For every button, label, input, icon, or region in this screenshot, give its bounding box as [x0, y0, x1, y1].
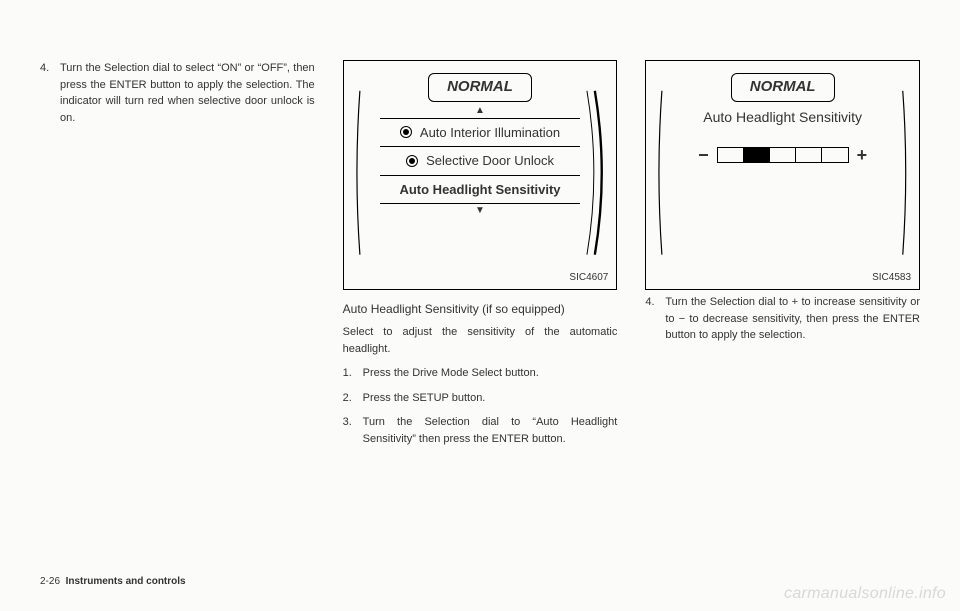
step-text: Turn the Selection dial to “Auto Headlig… — [363, 414, 618, 447]
menu-label: Auto Interior Illumination — [420, 123, 560, 143]
radio-on-icon — [406, 155, 418, 167]
watermark: carmanualsonline.info — [784, 585, 946, 603]
column-2: NORMAL ▲ Auto Interior Illumination Sele… — [343, 60, 618, 455]
sensitivity-slider — [717, 147, 849, 163]
figure-menu: NORMAL ▲ Auto Interior Illumination Sele… — [343, 60, 618, 290]
step-text: Turn the Selection dial to select “ON” o… — [60, 60, 315, 126]
step-item: 4. Turn the Selection dial to + to incre… — [645, 294, 920, 344]
menu-label: Auto Headlight Sensitivity — [399, 180, 560, 200]
normal-tab: NORMAL — [731, 73, 835, 102]
radio-on-icon — [400, 126, 412, 138]
slider-segment — [822, 148, 848, 162]
menu-row-interior: Auto Interior Illumination — [380, 119, 581, 148]
step-number: 1. — [343, 365, 363, 382]
sensitivity-title: Auto Headlight Sensitivity — [658, 108, 907, 126]
step-text: Press the Drive Mode Select button. — [363, 365, 618, 382]
arrow-up-icon: ▲ — [356, 106, 605, 116]
body-text: Select to adjust the sensitivity of the … — [343, 324, 618, 357]
slider-segment — [770, 148, 796, 162]
step-number: 4. — [40, 60, 60, 126]
step-item: 1. Press the Drive Mode Select button. — [343, 365, 618, 382]
page-columns: 4. Turn the Selection dial to select “ON… — [40, 60, 920, 455]
page-footer: 2-26 Instruments and controls — [40, 576, 186, 587]
column-1: 4. Turn the Selection dial to select “ON… — [40, 60, 315, 455]
slider-segment — [796, 148, 822, 162]
step-item: 2. Press the SETUP button. — [343, 390, 618, 407]
menu-row-selective: Selective Door Unlock — [380, 147, 581, 176]
tab-wrap: NORMAL — [356, 73, 605, 102]
step-item: 4. Turn the Selection dial to select “ON… — [40, 60, 315, 126]
figure-slider: NORMAL Auto Headlight Sensitivity − + SI… — [645, 60, 920, 290]
menu-stack: Auto Interior Illumination Selective Doo… — [380, 118, 581, 205]
slider-segment — [718, 148, 744, 162]
normal-tab: NORMAL — [428, 73, 532, 102]
slider-segment-active — [744, 148, 770, 162]
menu-label: Selective Door Unlock — [426, 151, 554, 171]
step-number: 4. — [645, 294, 665, 344]
figure-caption: SIC4583 — [872, 270, 911, 285]
arrow-down-icon: ▼ — [356, 206, 605, 216]
step-number: 3. — [343, 414, 363, 447]
figure-caption: SIC4607 — [569, 270, 608, 285]
slider-wrap: − + — [658, 142, 907, 169]
step-text: Turn the Selection dial to + to increase… — [665, 294, 920, 344]
menu-row-headlight-selected: Auto Headlight Sensitivity — [380, 176, 581, 204]
section-title: Instruments and controls — [66, 576, 186, 587]
step-number: 2. — [343, 390, 363, 407]
step-text: Press the SETUP button. — [363, 390, 618, 407]
minus-icon: − — [698, 142, 709, 169]
page-number: 2-26 — [40, 576, 60, 587]
step-item: 3. Turn the Selection dial to “Auto Head… — [343, 414, 618, 447]
plus-icon: + — [857, 142, 868, 169]
column-3: NORMAL Auto Headlight Sensitivity − + SI… — [645, 60, 920, 455]
subheading: Auto Headlight Sensitivity (if so equipp… — [343, 300, 618, 318]
tab-wrap: NORMAL — [658, 73, 907, 102]
